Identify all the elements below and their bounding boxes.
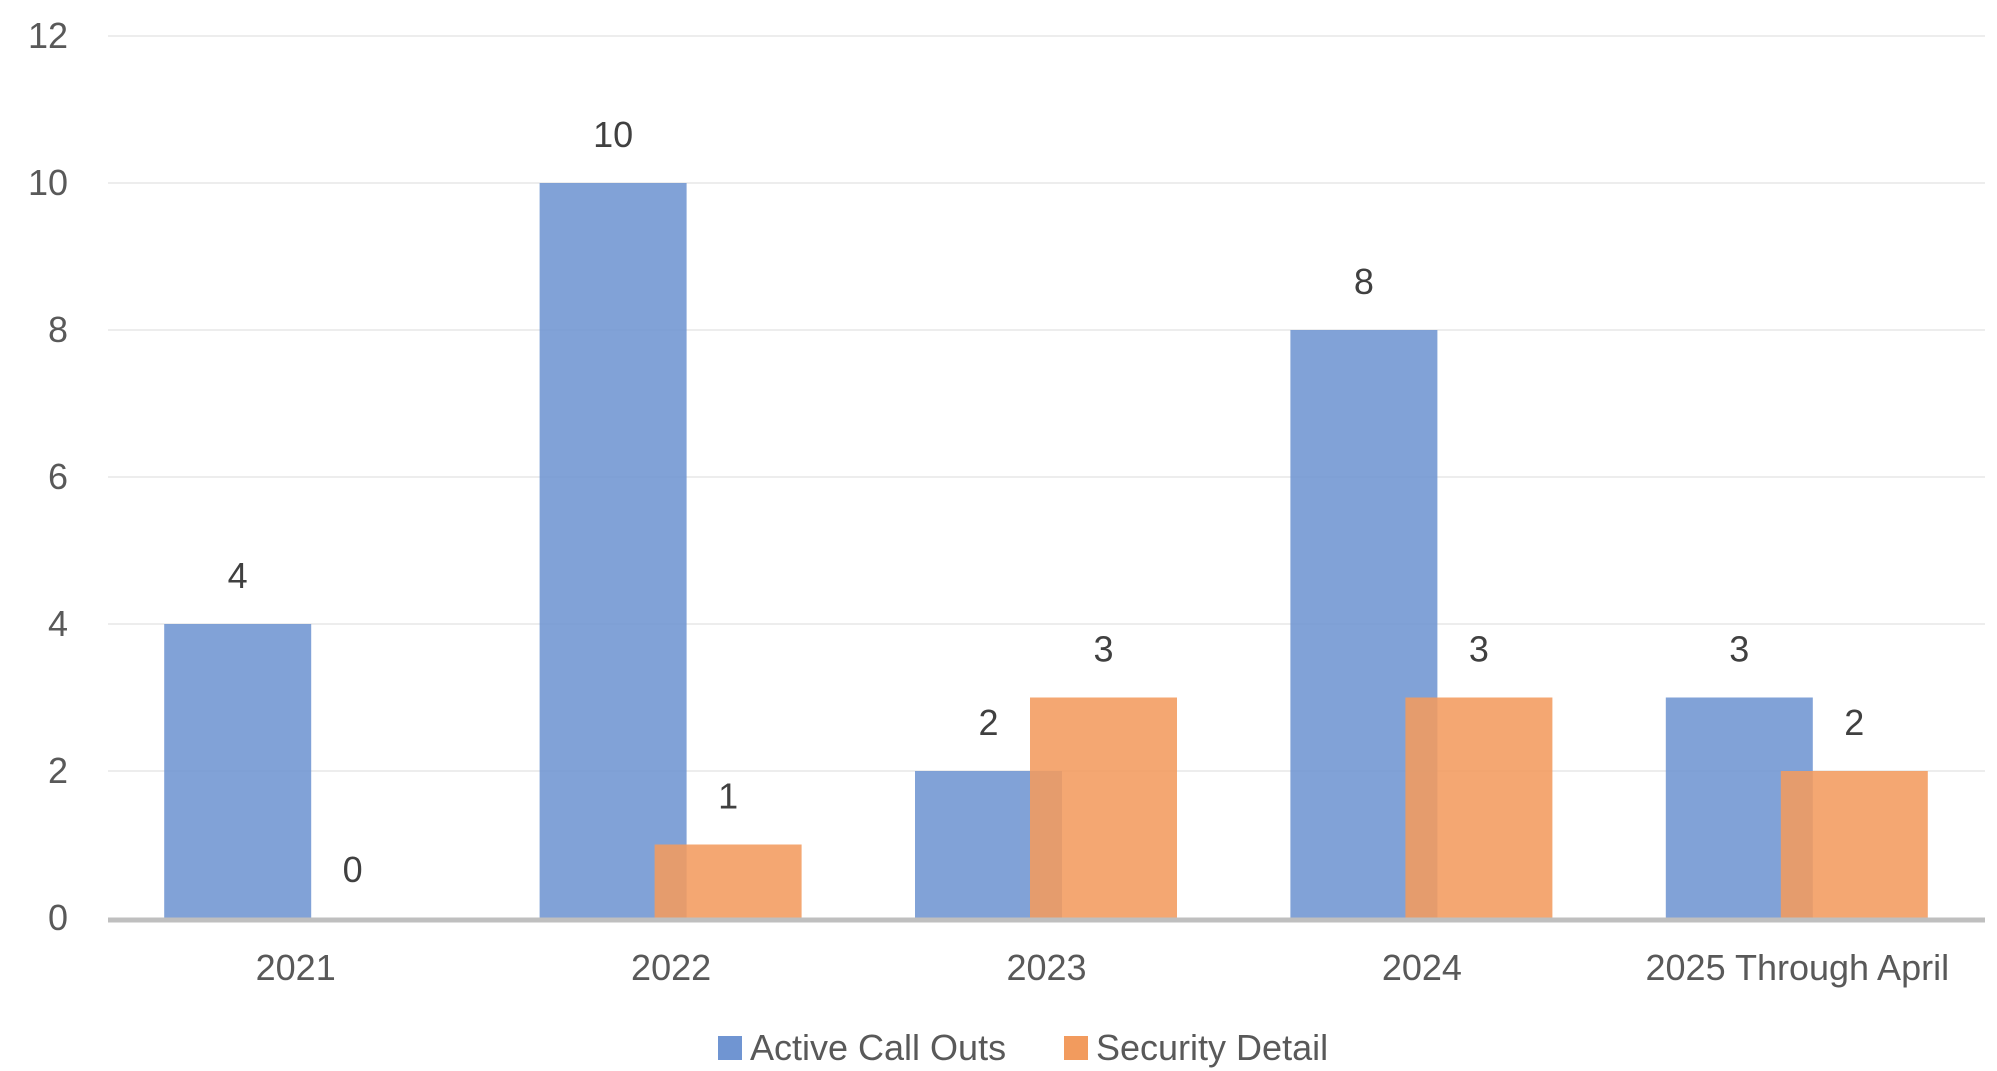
x-axis-categories: 2021 2022 2023 2024 2025 Through April [256, 947, 1949, 988]
data-label: 2 [1844, 702, 1864, 743]
legend-swatch-active-call-outs [718, 1036, 742, 1060]
data-label: 1 [718, 776, 738, 817]
x-tick-label: 2022 [631, 947, 711, 988]
y-tick-label: 6 [48, 456, 68, 497]
data-label: 2 [978, 702, 998, 743]
bar-security-detail [1405, 697, 1553, 918]
y-tick-label: 10 [28, 162, 68, 203]
legend-label-active-call-outs: Active Call Outs [750, 1027, 1006, 1068]
gridlines [108, 35, 1985, 772]
bar-active-call-outs [539, 183, 687, 918]
y-tick-label: 8 [48, 309, 68, 350]
legend: Active Call Outs Security Detail [718, 1027, 1328, 1068]
y-tick-label: 4 [48, 603, 68, 644]
data-label: 3 [1469, 629, 1489, 670]
legend-swatch-security-detail [1064, 1036, 1088, 1060]
bar-security-detail [1030, 697, 1177, 918]
y-tick-label: 0 [48, 897, 68, 938]
y-tick-label: 12 [28, 15, 68, 56]
data-labels: 4 10 2 8 3 0 1 3 3 2 [228, 114, 1865, 890]
bar-security-detail [654, 844, 802, 918]
x-tick-label: 2025 Through April [1646, 947, 1950, 988]
y-axis-ticks: 0 2 4 6 8 10 12 [28, 15, 68, 938]
data-label: 10 [593, 114, 633, 155]
data-label: 3 [1729, 629, 1749, 670]
bar-security-detail [1780, 771, 1928, 918]
data-label: 4 [228, 555, 248, 596]
y-tick-label: 2 [48, 750, 68, 791]
data-label: 0 [343, 849, 363, 890]
legend-label-security-detail: Security Detail [1096, 1027, 1328, 1068]
x-tick-label: 2023 [1006, 947, 1086, 988]
bars [164, 183, 1928, 918]
x-tick-label: 2024 [1382, 947, 1462, 988]
data-label: 8 [1354, 261, 1374, 302]
data-label: 3 [1093, 629, 1113, 670]
x-tick-label: 2021 [256, 947, 336, 988]
bar-active-call-outs [164, 624, 312, 918]
